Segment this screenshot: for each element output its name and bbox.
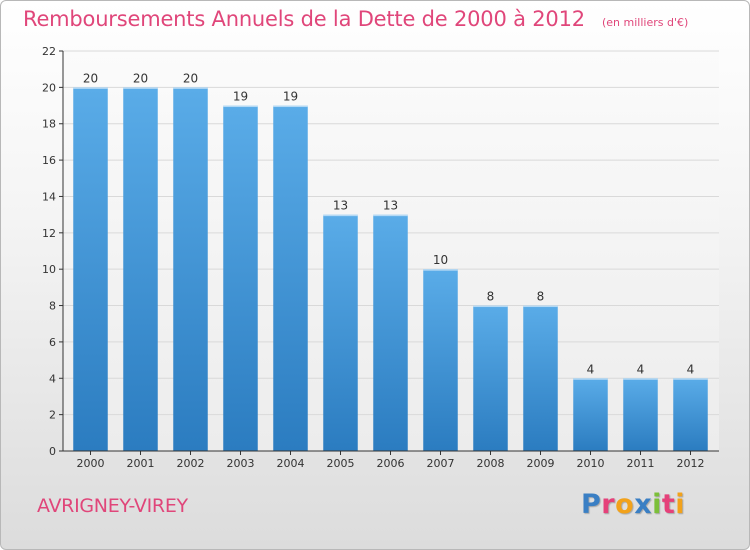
bar [373,214,408,451]
brand-letter: o [615,489,635,520]
bar [123,87,158,451]
data-label: 20 [83,71,98,85]
data-label: 4 [637,362,645,376]
bar [223,105,258,451]
bar [473,305,508,451]
axes [59,50,719,455]
y-tick-label: 10 [42,263,56,276]
bar-highlight [373,214,408,217]
y-tick-label: 12 [42,227,56,240]
x-tick-label: 2012 [677,457,705,470]
x-tick-label: 2004 [277,457,305,470]
y-tick-label: 14 [42,190,56,203]
bar-highlight [223,105,258,108]
title-row: Remboursements Annuels de la Dette de 20… [23,7,688,31]
x-tick-label: 2005 [327,457,355,470]
bar-highlight [473,305,508,308]
brand-logo: Proxiti [581,489,685,520]
y-tick-label: 2 [49,409,56,422]
brand-letter: P [581,489,602,520]
brand-letter: i [652,489,662,520]
y-tick-label: 8 [49,300,56,313]
brand-letter: x [634,489,653,520]
bar-highlight [523,305,558,308]
x-tick-label: 2010 [577,457,605,470]
y-tick-label: 16 [42,154,56,167]
bar [623,378,658,451]
data-label: 8 [537,290,545,304]
x-tick-label: 2002 [177,457,205,470]
x-tick-label: 2000 [77,457,105,470]
x-tick-label: 2006 [377,457,405,470]
bar [423,269,458,451]
data-label: 19 [283,90,298,104]
data-label: 13 [333,199,348,213]
bar [273,105,308,451]
data-label: 19 [233,90,248,104]
data-label: 8 [487,290,495,304]
chart-title: Remboursements Annuels de la Dette de 20… [23,7,585,31]
x-tick-label: 2007 [427,457,455,470]
commune-name: AVRIGNEY-VIREY [37,495,188,517]
brand-letter: r [601,489,616,520]
brand-letter: t [661,489,676,520]
y-tick-label: 20 [42,81,56,94]
y-tick-labels: 0 2 4 6 8 10 12 14 16 18 20 22 [42,45,56,458]
bar [73,87,108,451]
bar-highlight [573,378,608,380]
bar-highlight [73,87,108,89]
bar-highlight [323,214,358,217]
bar [173,87,208,451]
bar [523,305,558,451]
y-tick-label: 6 [49,336,56,349]
y-tick-label: 4 [49,372,56,385]
data-labels: 20 20 20 19 19 13 13 10 8 8 4 4 4 [83,71,694,376]
y-tick-label: 0 [49,445,56,458]
bar [673,378,708,451]
x-tick-labels: 2000 2001 2002 2003 2004 2005 2006 2007 2008 2009… [77,457,705,470]
bar-highlight [623,378,658,380]
bars [73,87,708,451]
data-label: 13 [383,199,398,213]
bar-highlight [123,87,158,89]
brand-letter: i [675,489,686,520]
bar-highlight [173,87,208,89]
x-tick-label: 2008 [477,457,505,470]
data-label: 20 [183,71,198,85]
x-tick-label: 2011 [627,457,655,470]
x-tick-label: 2009 [527,457,555,470]
chart-subtitle: (en milliers d'€) [602,16,689,29]
bar-highlight [423,269,458,271]
bar-highlight [273,105,308,108]
y-tick-label: 22 [42,45,56,58]
data-label: 20 [133,71,148,85]
data-label: 4 [587,362,595,376]
bar [323,214,358,451]
bar [573,378,608,451]
data-label: 4 [687,362,695,376]
x-tick-label: 2003 [227,457,255,470]
bar-highlight [673,378,708,380]
x-tick-label: 2001 [127,457,155,470]
data-label: 10 [433,253,448,267]
y-tick-label: 18 [42,118,56,131]
